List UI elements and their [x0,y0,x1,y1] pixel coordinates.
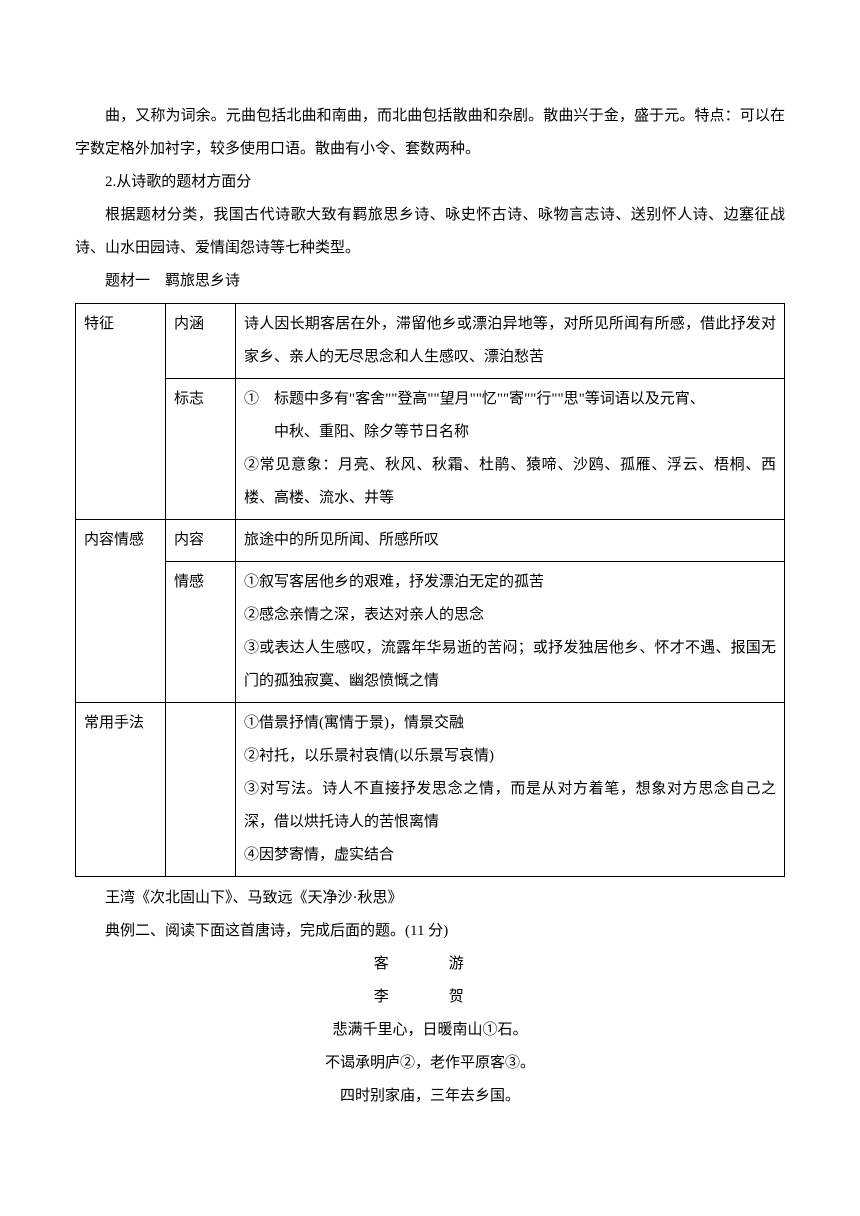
text-line: ①叙写客居他乡的艰难，抒发漂泊无定的孤苦 [244,566,776,599]
table-row: 常用手法 ①借景抒情(寓情于景)，情景交融 ②衬托，以乐景衬哀情(以乐景写哀情)… [76,703,785,877]
cell-connotation-content: 诗人因长期客居在外，滞留他乡或漂泊异地等，对所见所闻有所感，借此抒发对家乡、亲人… [236,304,785,379]
text-line: ③对写法。诗人不直接抒发思念之情，而是从对方着笔，想象对方思念自己之深，借以烘托… [244,773,776,839]
poem-line: 不谒承明庐②，老作平原客③。 [75,1047,785,1080]
section-number: 2.从诗歌的题材方面分 [75,166,785,199]
text-line: ④因梦寄情，虚实结合 [244,839,776,872]
poem-author: 李 贺 [75,981,785,1014]
cell-content-emotion: 内容情感 [76,520,166,703]
cell-emotion-label: 情感 [166,562,236,703]
cell-empty [166,703,236,877]
table-row: 特征 内涵 诗人因长期客居在外，滞留他乡或漂泊异地等，对所见所闻有所感，借此抒发… [76,304,785,379]
text-line: ②常见意象：月亮、秋风、秋霜、杜鹃、猿啼、沙鸥、孤雁、浮云、梧桐、西楼、高楼、流… [244,449,776,515]
exercise-prompt: 典例二、阅读下面这首唐诗，完成后面的题。(11 分) [75,915,785,948]
cell-techniques-content: ①借景抒情(寓情于景)，情景交融 ②衬托，以乐景衬哀情(以乐景写哀情) ③对写法… [236,703,785,877]
topic-title: 题材一 羁旅思乡诗 [75,265,785,298]
poem-title: 客 游 [75,948,785,981]
cell-content-text: 旅途中的所见所闻、所感所叹 [236,520,785,562]
poem-line: 悲满千里心，日暖南山①石。 [75,1014,785,1047]
cell-features: 特征 [76,304,166,520]
cell-marks-label: 标志 [166,379,236,520]
text-line: ①借景抒情(寓情于景)，情景交融 [244,707,776,740]
cell-techniques-label: 常用手法 [76,703,166,877]
intro-paragraph-2: 根据题材分类，我国古代诗歌大致有羁旅思乡诗、咏史怀古诗、咏物言志诗、送别怀人诗、… [75,199,785,265]
cell-emotion-content: ①叙写客居他乡的艰难，抒发漂泊无定的孤苦 ②感念亲情之深，表达对亲人的思念 ③或… [236,562,785,703]
text-line: ②感念亲情之深，表达对亲人的思念 [244,599,776,632]
example-works: 王湾《次北固山下》、马致远《天净沙·秋思》 [75,882,785,915]
poetry-type-table: 特征 内涵 诗人因长期客居在外，滞留他乡或漂泊异地等，对所见所闻有所感，借此抒发… [75,303,785,877]
cell-content-label: 内容 [166,520,236,562]
text-line: ③或表达人生感叹，流露年华易逝的苦闷；或抒发独居他乡、怀才不遇、报国无门的孤独寂… [244,632,776,698]
text-line: ① 标题中多有"客舍""登高""望月""忆""寄""行""思"等词语以及元宵、 [244,383,776,416]
text-line: ②衬托，以乐景衬哀情(以乐景写哀情) [244,740,776,773]
table-row: 内容情感 内容 旅途中的所见所闻、所感所叹 [76,520,785,562]
cell-connotation-label: 内涵 [166,304,236,379]
text-line: 中秋、重阳、除夕等节日名称 [244,416,776,449]
table-row: 标志 ① 标题中多有"客舍""登高""望月""忆""寄""行""思"等词语以及元… [76,379,785,520]
cell-marks-content: ① 标题中多有"客舍""登高""望月""忆""寄""行""思"等词语以及元宵、 … [236,379,785,520]
poem-line: 四时别家庙，三年去乡国。 [75,1080,785,1113]
table-row: 情感 ①叙写客居他乡的艰难，抒发漂泊无定的孤苦 ②感念亲情之深，表达对亲人的思念… [76,562,785,703]
intro-paragraph-1: 曲，又称为词余。元曲包括北曲和南曲，而北曲包括散曲和杂剧。散曲兴于金，盛于元。特… [75,100,785,166]
